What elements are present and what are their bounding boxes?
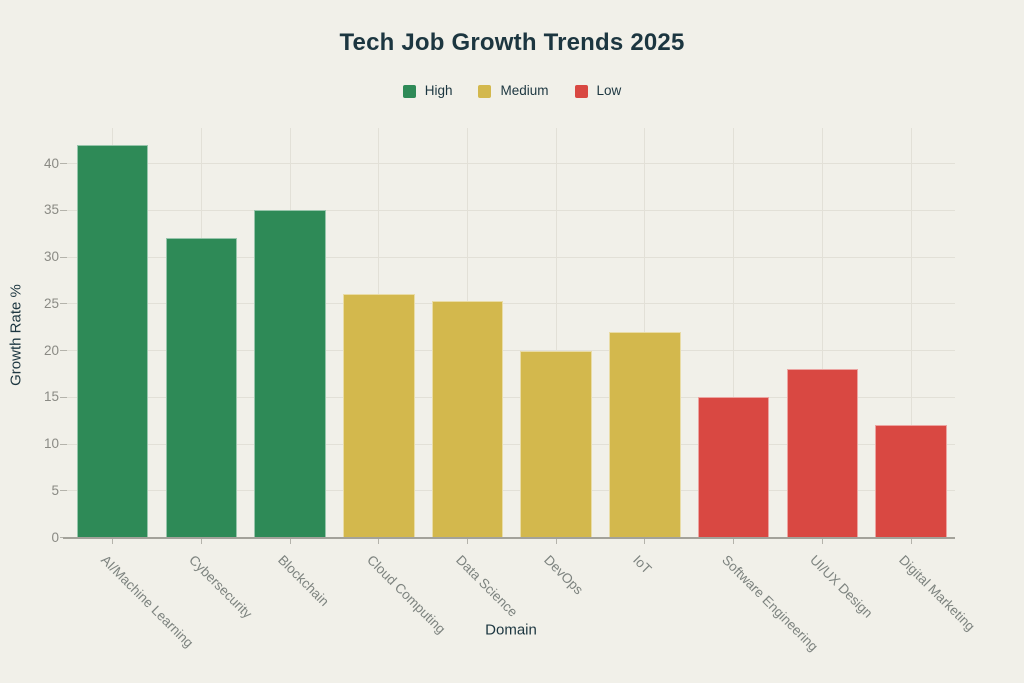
y-tick-label: 5 [51,482,59,498]
gridline-vertical [733,128,735,538]
x-tick-mark [200,539,202,544]
gridline-horizontal [67,209,955,211]
gridline-horizontal [67,396,955,398]
x-tick-label: Digital Marketing [896,552,978,634]
legend-label: Medium [500,83,549,98]
y-tick-label: 20 [43,342,59,358]
x-axis-title: Domain [485,621,537,639]
x-tick-mark [644,539,646,544]
gridline-horizontal [67,443,955,445]
y-tick-label: 0 [51,529,59,545]
bar-data-science [431,300,504,538]
x-tick-mark [821,539,823,544]
y-tick-mark [60,163,67,165]
gridline-horizontal [67,350,955,351]
gridline-vertical [910,128,912,538]
gridline-horizontal [67,490,955,492]
y-tick-label: 35 [43,202,59,218]
y-tick-mark [60,350,67,351]
x-tick-mark [289,539,291,544]
legend-label: Low [596,83,622,98]
x-tick-label: DevOps [541,552,587,598]
legend-swatch-icon [478,84,492,98]
x-axis-line [63,536,955,539]
gridline-horizontal [67,163,955,165]
x-tick-label: IoT [629,552,655,577]
legend-swatch-icon [402,84,416,98]
bar-cloud-computing [343,294,415,538]
y-tick-mark [60,443,67,445]
bar-blockchain [254,210,326,538]
x-tick-label: Data Science [452,552,520,620]
x-tick-label: Software Engineering [718,552,821,655]
x-tick-label: UI/UX Design [807,552,876,621]
legend-swatch-icon [574,84,588,98]
legend: High Medium Low [0,83,1024,99]
x-tick-mark [112,539,114,544]
bar-digital-marketing [875,425,947,538]
x-tick-mark [555,539,557,544]
x-tick-label: Cloud Computing [363,552,449,637]
y-tick-mark [60,256,67,258]
y-tick-label: 10 [43,436,59,451]
bar-cybersecurity [165,238,238,538]
x-tick-label: AI/Machine Learning [97,552,196,651]
bar-ui-ux-design [786,369,859,538]
x-tick-label: Cybersecurity [186,552,256,622]
y-tick-label: 15 [43,389,59,405]
chart-title: Tech Job Growth Trends 2025 [339,29,685,56]
x-tick-mark [733,539,735,544]
y-tick-mark [60,209,67,211]
legend-item-low: Low [574,83,622,98]
y-tick-mark [60,303,67,305]
y-tick-label: 30 [43,249,59,265]
legend-item-high: High [402,83,453,98]
y-tick-label: 25 [43,295,59,311]
bar-ai-machine-learning [76,144,149,538]
y-tick-mark [60,396,67,398]
x-tick-label: Blockchain [275,552,332,610]
x-tick-mark [378,539,380,544]
gridline-horizontal [67,256,955,258]
x-tick-mark [910,539,912,544]
x-tick-mark [467,539,468,544]
bar-devops [520,350,592,538]
y-axis-title: Growth Rate % [7,284,25,386]
legend-label: High [424,83,453,98]
gridline-horizontal [67,303,955,305]
gridline-vertical [821,128,823,538]
gridline-vertical [555,128,557,538]
y-tick-label: 40 [43,155,59,171]
legend-item-medium: Medium [478,83,549,98]
bar-software-engineering [697,397,770,538]
y-tick-mark [60,490,67,492]
bar-iot [609,331,681,538]
